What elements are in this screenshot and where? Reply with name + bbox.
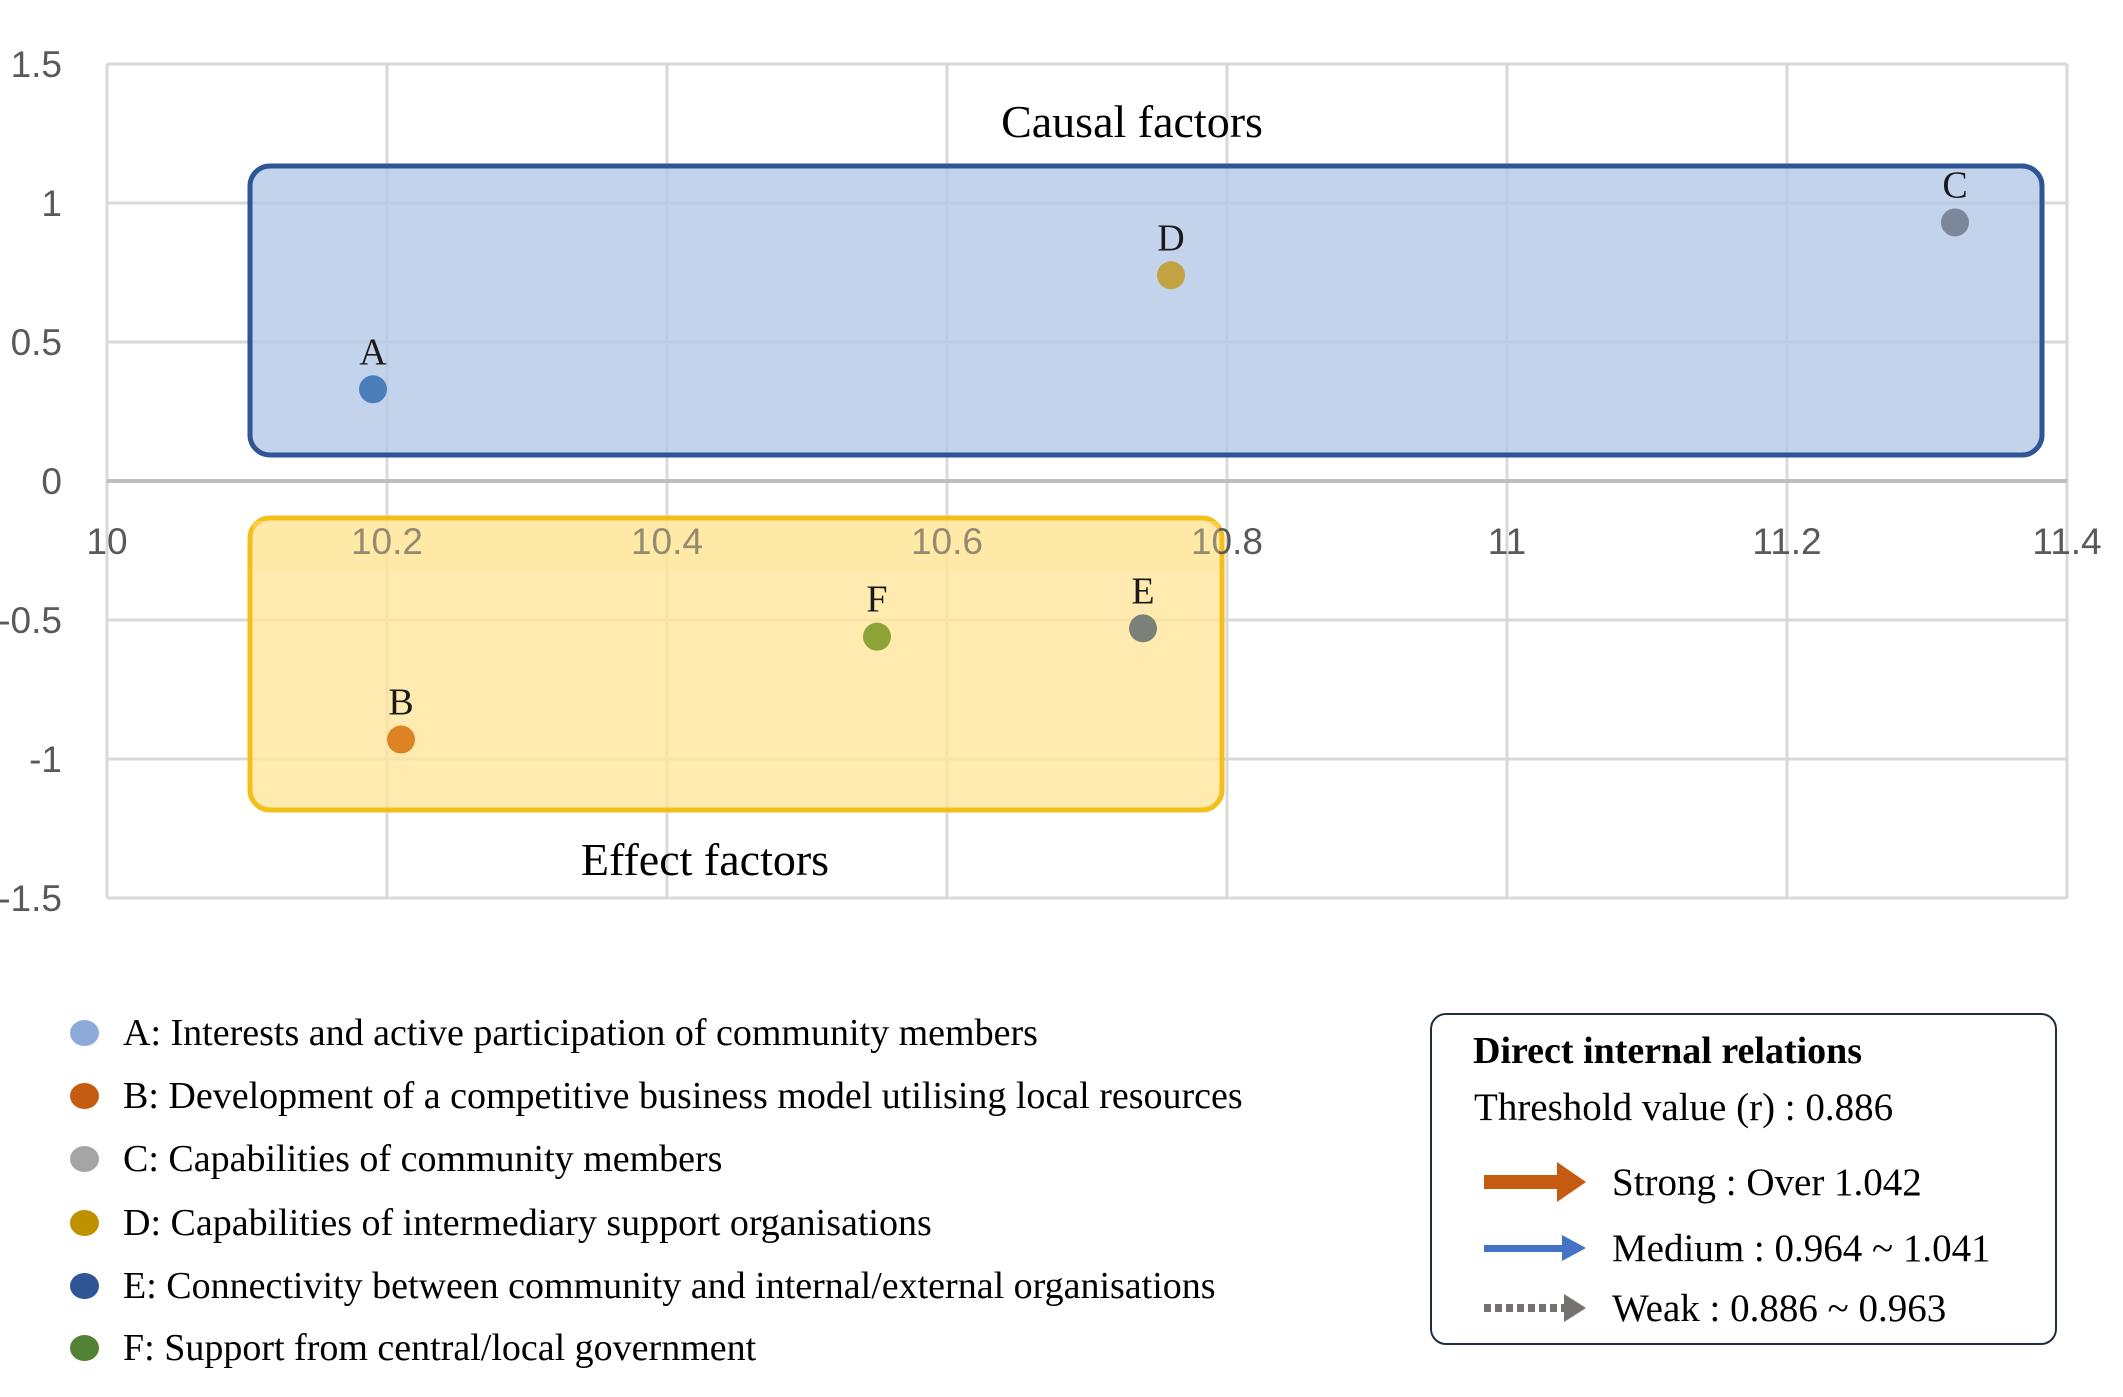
- data-label-f: F: [866, 579, 887, 621]
- medium-arrow-icon: [1484, 1235, 1586, 1261]
- legend-dot-icon: [70, 1146, 99, 1172]
- legend-item-f: F: Support from central/local government: [62, 1323, 756, 1373]
- x-tick-label: 11.4: [2032, 521, 2101, 562]
- x-tick-label: 10.2: [351, 521, 423, 562]
- strong-arrow-icon: [1484, 1162, 1586, 1202]
- legend-item-a: A: Interests and active participation of…: [62, 1008, 1038, 1058]
- legend-dot-icon: [70, 1335, 99, 1361]
- x-tick-label: 10.8: [1191, 521, 1263, 562]
- effect-factors-label: Effect factors: [581, 834, 829, 885]
- x-tick-label: 10.6: [911, 521, 983, 562]
- y-tick-label: -1.5: [0, 878, 62, 919]
- legend-label: C: Capabilities of community members: [123, 1138, 723, 1180]
- causal-factors-region: [247, 163, 2045, 458]
- legend-label: F: Support from central/local government: [123, 1327, 757, 1369]
- data-label-c: C: [1942, 164, 1967, 206]
- relation-row-weak: Weak : 0.886 ~ 0.963: [1482, 1283, 1946, 1333]
- data-label-b: B: [388, 682, 413, 724]
- y-tick-label: 1: [41, 183, 62, 224]
- arrow-head: [1562, 1235, 1586, 1261]
- weak-arrow-icon: [1484, 1294, 1586, 1322]
- legend-dot-icon: [70, 1273, 99, 1299]
- scatter-chart: 1.510.50-0.5-1-1.5 10 10.2 10.4 10.6 10.8 11 1…: [0, 44, 2102, 919]
- data-point-b: [387, 725, 415, 754]
- effect-factors-region: [247, 515, 1225, 813]
- relations-title: Direct internal relations: [1473, 1030, 1863, 1072]
- legend-label: E: Connectivity between community and in…: [123, 1265, 1216, 1307]
- y-tick-label: 1.5: [11, 44, 62, 85]
- arrow-head: [1557, 1162, 1586, 1202]
- y-tick-label: -1: [29, 739, 62, 780]
- x-tick-label: 11: [1488, 521, 1526, 562]
- region-boxes: [247, 163, 2045, 813]
- y-axis-tick-labels: 1.5 1 0.5 0 -0.5 -1 -1.5: [0, 44, 62, 919]
- legend-dot-icon: [70, 1083, 99, 1109]
- arrow-shaft: [1484, 1245, 1564, 1252]
- legend-dot-icon: [70, 1020, 99, 1046]
- x-axis-tick-labels: 10 10.2 10.4 10.6 10.8 11 11.2 11.4: [86, 521, 2102, 571]
- legend-item-c: C: Capabilities of community members: [62, 1134, 722, 1184]
- data-label-e: E: [1131, 570, 1154, 612]
- legend-label: D: Capabilities of intermediary support …: [123, 1202, 932, 1244]
- legend-label: B: Development of a competitive business…: [123, 1075, 1243, 1117]
- relation-row-medium: Medium : 0.964 ~ 1.041: [1482, 1223, 1991, 1273]
- legend-label: A: Interests and active participation of…: [123, 1012, 1038, 1054]
- y-tick-label: 0.5: [11, 322, 62, 363]
- y-tick-label: -0.5: [0, 600, 62, 641]
- data-point-a: [359, 375, 387, 404]
- data-label-a: A: [359, 331, 387, 373]
- legend-item-b: B: Development of a competitive business…: [62, 1071, 1243, 1121]
- strong-label: Strong : Over 1.042: [1612, 1160, 1922, 1204]
- data-point-d: [1157, 261, 1185, 290]
- weak-label: Weak : 0.886 ~ 0.963: [1612, 1286, 1947, 1330]
- causal-factors-label: Causal factors: [1001, 96, 1263, 147]
- x-tick-label: 11.2: [1752, 521, 1821, 562]
- y-tick-label: 0: [41, 461, 62, 502]
- data-point-f: [863, 622, 891, 651]
- relation-row-strong: Strong : Over 1.042: [1482, 1157, 1922, 1207]
- arrow-head: [1564, 1294, 1586, 1322]
- legend-item-e: E: Connectivity between community and in…: [62, 1261, 1216, 1311]
- arrow-shaft: [1484, 1175, 1559, 1189]
- data-point-e: [1129, 614, 1157, 643]
- legend-dot-icon: [70, 1210, 99, 1236]
- data-points: A B C D E F: [359, 164, 1969, 754]
- effect-region-tint: [253, 521, 1219, 571]
- direct-relations-legend: Direct internal relations Threshold valu…: [1430, 1013, 2057, 1345]
- medium-label: Medium : 0.964 ~ 1.041: [1612, 1226, 1991, 1270]
- x-tick-label: 10: [86, 521, 127, 562]
- data-label-d: D: [1157, 217, 1184, 259]
- legend-item-d: D: Capabilities of intermediary support …: [62, 1198, 932, 1248]
- data-point-c: [1941, 208, 1969, 237]
- x-tick-label: 10.4: [631, 521, 703, 562]
- threshold-value: Threshold value (r) : 0.886: [1474, 1086, 1894, 1129]
